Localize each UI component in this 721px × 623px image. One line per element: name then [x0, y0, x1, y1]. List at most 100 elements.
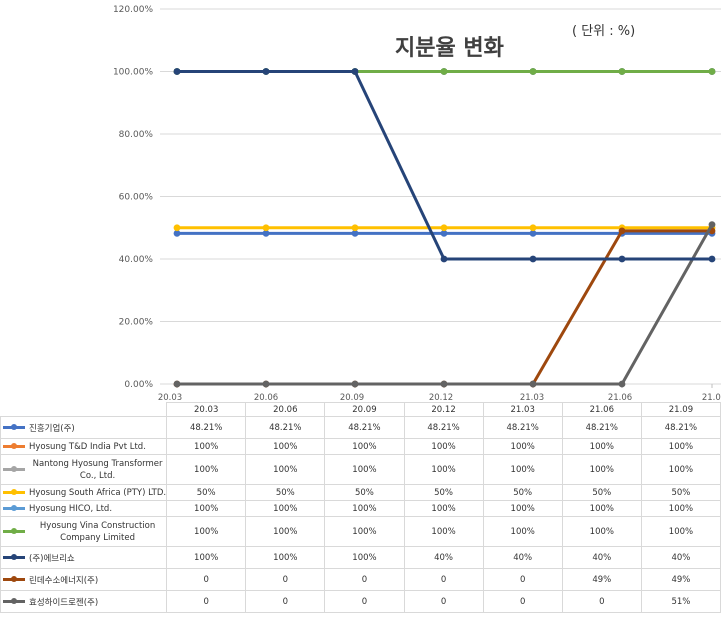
- data-point: [618, 68, 626, 75]
- series-name: (주)에브리쇼: [29, 553, 75, 564]
- data-point: [440, 229, 448, 237]
- series-name: 린데수소에너지(주): [29, 575, 99, 586]
- series-name: Hyosung South Africa (PTY) LTD.: [29, 487, 167, 498]
- data-cell: 100%: [245, 454, 326, 485]
- data-cell: 100%: [640, 454, 721, 485]
- data-cell: 51%: [640, 590, 721, 613]
- data-cell: 48.21%: [324, 416, 405, 439]
- table-row: Hyosung South Africa (PTY) LTD. 50% 50% 50%…: [0, 484, 721, 501]
- series-name: Hyosung HICO, Ltd.: [29, 503, 113, 514]
- data-cell: 48.21%: [482, 416, 563, 439]
- table-header-row: 20.03 20.06 20.09 20.12 21.03 21.06 21.09: [0, 402, 721, 417]
- series-label-cell: Hyosung T&D India Pvt Ltd.: [0, 438, 168, 455]
- data-cell: 100%: [166, 516, 247, 547]
- chart-title: 지분율 변화: [395, 36, 504, 61]
- data-cell: 100%: [324, 438, 405, 455]
- data-cell: 100%: [640, 438, 721, 455]
- data-cell: 100%: [640, 500, 721, 517]
- data-point: [708, 255, 716, 263]
- data-point: [351, 229, 359, 237]
- data-cell: 0: [324, 590, 405, 613]
- data-point: [351, 380, 359, 388]
- data-cell: 100%: [561, 500, 642, 517]
- data-cell: 100%: [324, 500, 405, 517]
- y-tick-label: 40.00%: [119, 255, 154, 265]
- series-label-cell: 효성하이드로젠(주): [0, 590, 168, 613]
- series-name: Nantong Hyosung Transformer Co., Ltd.: [32, 458, 163, 481]
- y-tick-label: 0.00%: [124, 380, 153, 390]
- data-cell: 100%: [403, 454, 484, 485]
- data-table: 20.03 20.06 20.09 20.12 21.03 21.06 21.09 진흥기업(…: [0, 402, 721, 613]
- table-row: 진흥기업(주) 48.21% 48.21% 48.21% 48.21% 48.21% 48.…: [0, 416, 721, 439]
- data-point: [440, 224, 448, 232]
- series-line: [177, 229, 712, 386]
- data-point: [529, 229, 537, 237]
- data-cell: 100%: [561, 438, 642, 455]
- data-cell: 49%: [640, 568, 721, 591]
- column-header: 20.03: [166, 402, 247, 417]
- series-label-cell: 진흥기업(주): [0, 416, 168, 439]
- x-tick-label: 21.03: [520, 393, 544, 402]
- data-cell: 100%: [245, 546, 326, 569]
- data-point: [618, 380, 626, 388]
- data-point: [351, 224, 359, 232]
- data-cell: 100%: [482, 500, 563, 517]
- data-point: [529, 380, 537, 388]
- data-cell: 0: [482, 568, 563, 591]
- series-label-cell: (주)에브리쇼: [0, 546, 168, 569]
- data-point: [262, 380, 270, 388]
- y-tick-label: 120.00%: [113, 5, 153, 15]
- header-corner: [0, 402, 168, 417]
- data-cell: 48.21%: [561, 416, 642, 439]
- legend-key-icon: [3, 466, 25, 472]
- data-cell: 48.21%: [166, 416, 247, 439]
- table-row: Hyosung Vina Construction Company Limite…: [0, 516, 721, 547]
- legend-key-icon: [3, 505, 25, 511]
- data-cell: 50%: [166, 484, 247, 501]
- data-cell: 50%: [324, 484, 405, 501]
- legend-key-icon: [3, 528, 25, 534]
- y-tick-label: 20.00%: [119, 318, 154, 328]
- y-tick-label: 100.00%: [113, 68, 153, 78]
- data-cell: 48.21%: [245, 416, 326, 439]
- series-name: 진흥기업(주): [29, 423, 75, 434]
- x-tick-label: 21.09: [702, 393, 721, 402]
- series-name: Hyosung Vina Construction Company Limite…: [39, 520, 156, 543]
- data-cell: 100%: [245, 438, 326, 455]
- legend-key-icon: [3, 489, 25, 495]
- data-point: [262, 224, 270, 232]
- data-cell: 100%: [403, 438, 484, 455]
- series-label-cell: Hyosung South Africa (PTY) LTD.: [0, 484, 168, 501]
- data-cell: 0: [324, 568, 405, 591]
- data-point: [173, 380, 181, 388]
- data-cell: 40%: [403, 546, 484, 569]
- data-point: [173, 68, 181, 75]
- legend-key-icon: [3, 443, 25, 449]
- data-cell: 100%: [245, 500, 326, 517]
- table-row: Nantong Hyosung Transformer Co., Ltd. 100…: [0, 454, 721, 485]
- data-cell: 50%: [245, 484, 326, 501]
- data-cell: 100%: [403, 500, 484, 517]
- line-chart: 120.00% 100.00% 80.00% 60.00% 40.00% 20.00% 0.…: [113, 5, 721, 402]
- data-point: [708, 68, 716, 75]
- data-point: [708, 221, 716, 229]
- x-tick-label: 21.06: [608, 393, 632, 402]
- column-header: 21.09: [640, 402, 721, 417]
- data-point: [262, 229, 270, 237]
- data-cell: 100%: [561, 516, 642, 547]
- column-header: 20.09: [324, 402, 405, 417]
- data-point: [262, 68, 270, 75]
- series-label-cell: Nantong Hyosung Transformer Co., Ltd.: [0, 454, 168, 485]
- data-cell: 49%: [561, 568, 642, 591]
- data-point: [618, 227, 626, 235]
- x-tick-label: 20.12: [429, 393, 453, 402]
- unit-note: ( 단위 : %): [572, 24, 636, 39]
- table-row: (주)에브리쇼 100% 100% 100% 40% 40% 40% 40%: [0, 546, 721, 569]
- table-row: Hyosung HICO, Ltd. 100% 100% 100% 100% 100% 10…: [0, 500, 721, 517]
- x-tick-label: 20.03: [158, 393, 182, 402]
- series-name: 효성하이드로젠(주): [29, 597, 99, 608]
- data-cell: 100%: [324, 546, 405, 569]
- data-cell: 0: [166, 590, 247, 613]
- data-cell: 100%: [324, 516, 405, 547]
- data-cell: 100%: [482, 454, 563, 485]
